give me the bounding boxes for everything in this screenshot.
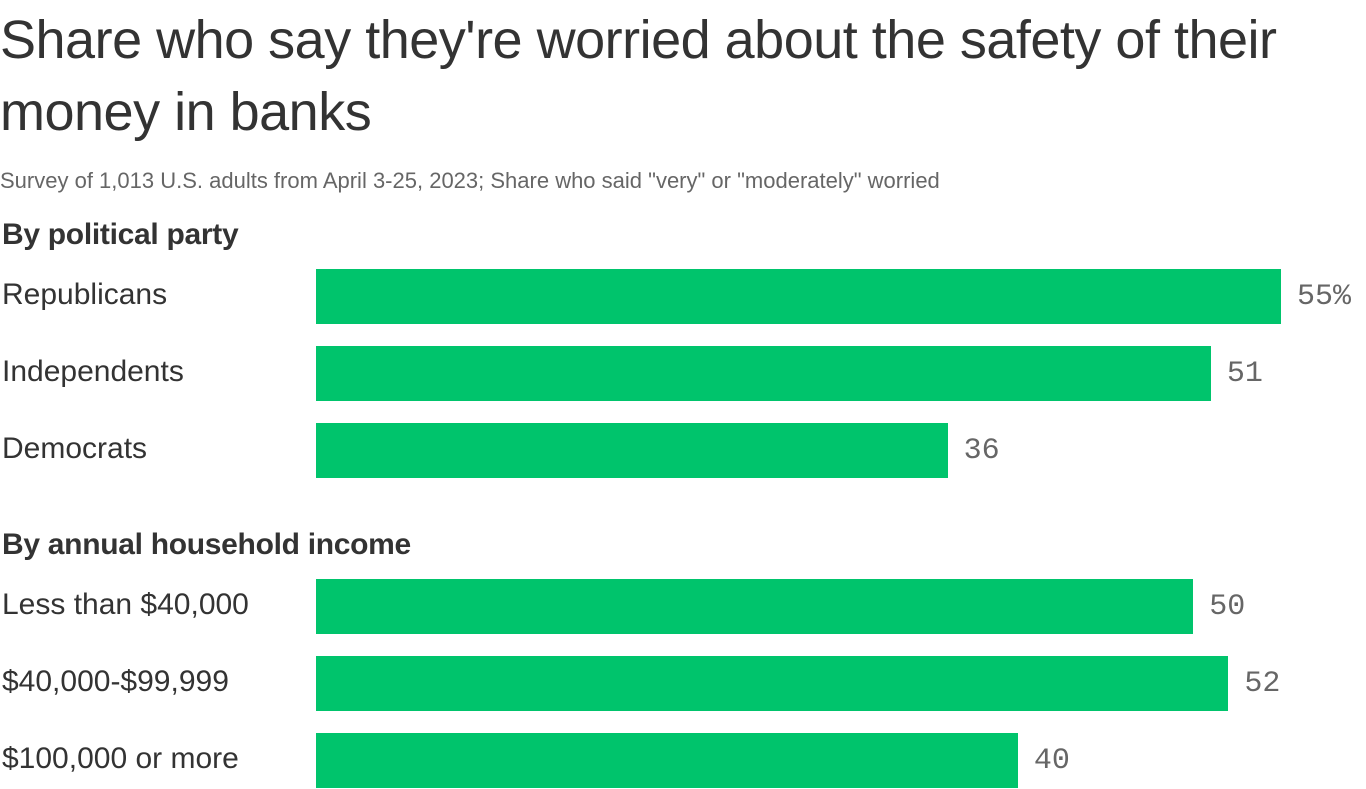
- chart-title: Share who say they're worried about the …: [0, 10, 1277, 142]
- bar: [316, 346, 1211, 401]
- chart-subtitle: Survey of 1,013 U.S. adults from April 3…: [0, 168, 940, 193]
- value-label: 51: [1226, 357, 1263, 391]
- category-label: $100,000 or more: [2, 742, 239, 775]
- category-label: Less than $40,000: [2, 588, 249, 621]
- value-label: 40: [1033, 744, 1070, 778]
- value-label: 52: [1244, 667, 1281, 701]
- category-label: Republicans: [2, 278, 168, 311]
- section-title: By political party: [2, 218, 239, 251]
- category-label: $40,000-$99,999: [2, 665, 229, 698]
- category-label: Democrats: [2, 432, 148, 465]
- value-label: 50: [1209, 590, 1246, 624]
- bar: [316, 423, 948, 478]
- value-label: 55%: [1297, 280, 1352, 314]
- section-title: By annual household income: [2, 528, 411, 561]
- bar: [316, 733, 1018, 788]
- bar: [316, 579, 1194, 634]
- value-label: 36: [963, 434, 1000, 468]
- bar: [316, 656, 1229, 711]
- bar: [316, 269, 1281, 324]
- category-label: Independents: [2, 355, 184, 388]
